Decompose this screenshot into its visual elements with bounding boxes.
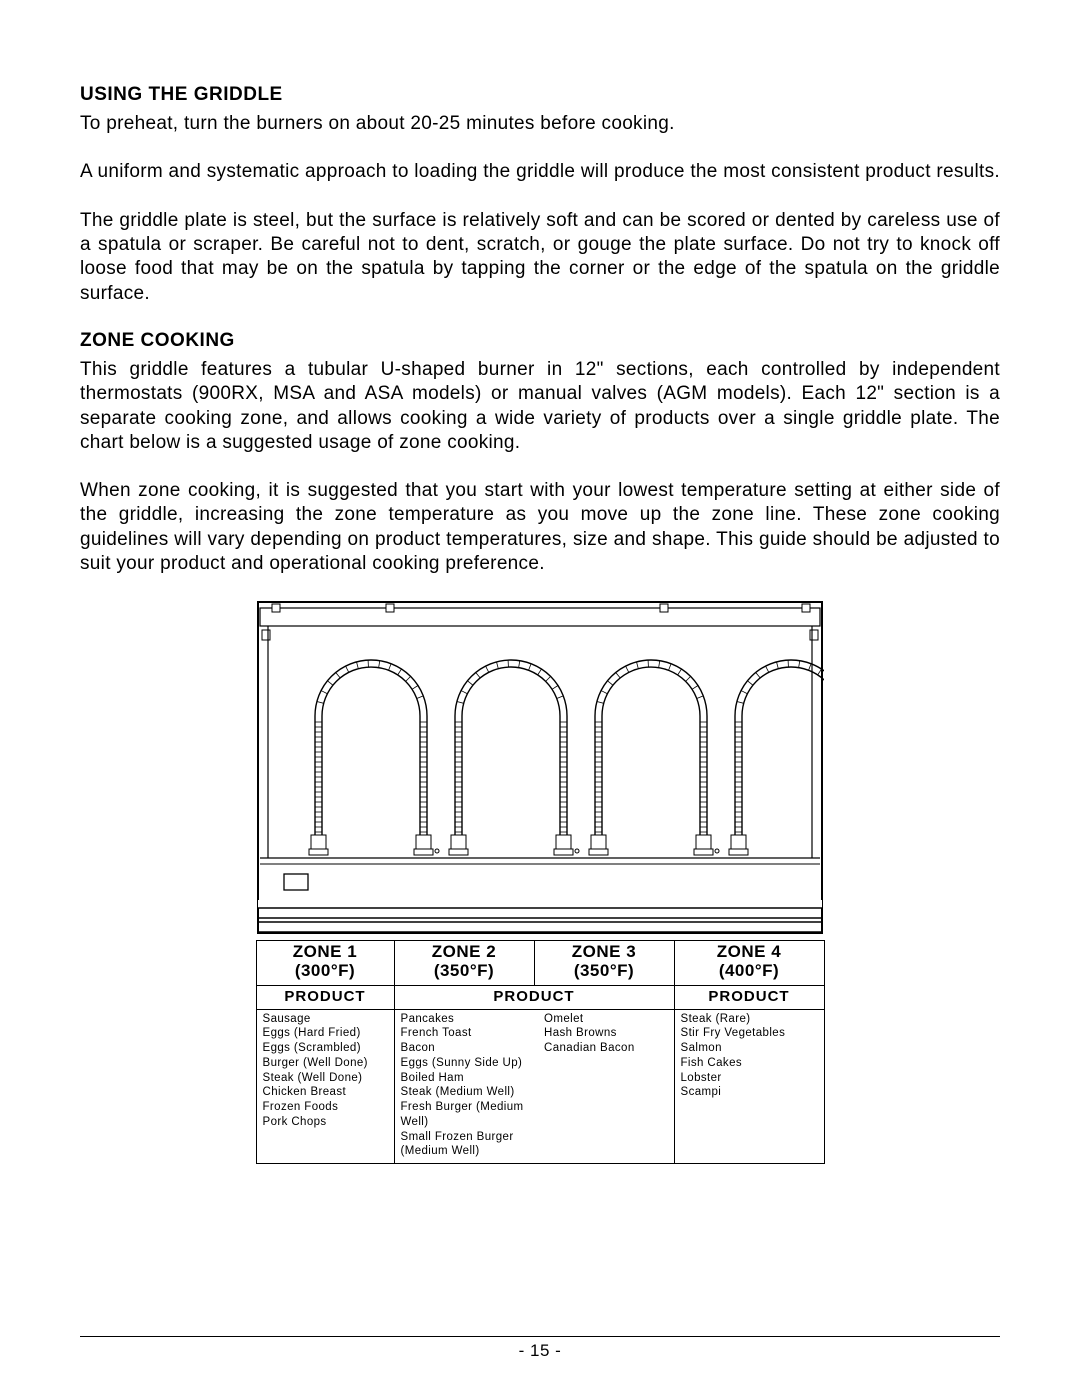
zone3-header: ZONE 3 (350°F) [534, 941, 674, 985]
zone23-right-col: OmeletHash BrownsCanadian Bacon [544, 1012, 668, 1159]
zone3-temp: (350°F) [574, 961, 634, 980]
zone23-left-col: PancakesFrench ToastBaconEggs (Sunny Sid… [401, 1012, 525, 1159]
para-zone2: When zone cooking, it is suggested that … [80, 479, 1000, 576]
zone4-name: ZONE 4 [717, 942, 781, 961]
zone-header-row: ZONE 1 (300°F) ZONE 2 (350°F) ZONE 3 (35… [256, 941, 824, 985]
product-body-row: SausageEggs (Hard Fried)Eggs (Scrambled)… [256, 1009, 824, 1163]
para-zone1: This griddle features a tubular U-shaped… [80, 358, 1000, 455]
griddle-diagram [256, 600, 824, 940]
footer-rule [80, 1336, 1000, 1337]
zone23-products: PancakesFrench ToastBaconEggs (Sunny Sid… [394, 1009, 674, 1163]
zone1-header: ZONE 1 (300°F) [256, 941, 394, 985]
zone4-temp: (400°F) [719, 961, 779, 980]
product-head-1: PRODUCT [256, 985, 394, 1009]
zone2-name: ZONE 2 [432, 942, 496, 961]
para-plate: The griddle plate is steel, but the surf… [80, 209, 1000, 306]
zone2-temp: (350°F) [434, 961, 494, 980]
page-number: - 15 - [0, 1341, 1080, 1361]
product-head-4: PRODUCT [674, 985, 824, 1009]
zone4-header: ZONE 4 (400°F) [674, 941, 824, 985]
zone1-products: SausageEggs (Hard Fried)Eggs (Scrambled)… [256, 1009, 394, 1163]
product-head-23: PRODUCT [394, 985, 674, 1009]
zone2-header: ZONE 2 (350°F) [394, 941, 534, 985]
heading-using-griddle: USING THE GRIDDLE [80, 84, 1000, 106]
zone4-products: Steak (Rare)Stir Fry VegetablesSalmonFis… [674, 1009, 824, 1163]
heading-zone-cooking: ZONE COOKING [80, 330, 1000, 352]
zone-table: ZONE 1 (300°F) ZONE 2 (350°F) ZONE 3 (35… [256, 940, 825, 1164]
para-uniform: A uniform and systematic approach to loa… [80, 160, 1000, 184]
page: USING THE GRIDDLE To preheat, turn the b… [0, 0, 1080, 1397]
para-preheat: To preheat, turn the burners on about 20… [80, 112, 1000, 136]
zone3-name: ZONE 3 [572, 942, 636, 961]
zone1-temp: (300°F) [295, 961, 355, 980]
zone1-name: ZONE 1 [293, 942, 357, 961]
product-header-row: PRODUCT PRODUCT PRODUCT [256, 985, 824, 1009]
